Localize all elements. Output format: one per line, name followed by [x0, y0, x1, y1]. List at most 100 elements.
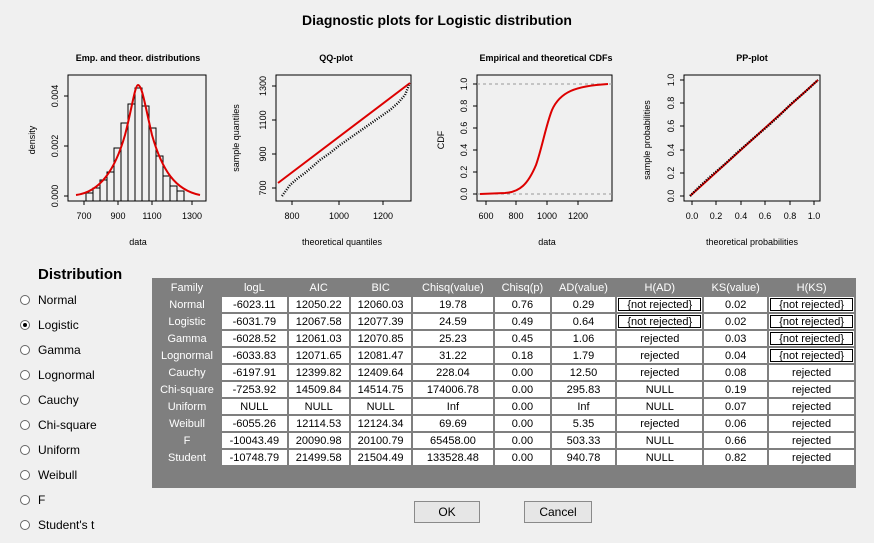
- density-ytick: 0.000: [50, 185, 60, 208]
- density-ytick: 0.004: [50, 85, 60, 108]
- pp-xtick: 0.0: [686, 211, 699, 221]
- cdf-xtick: 600: [478, 211, 493, 221]
- table-cell: 940.78: [551, 450, 616, 465]
- table-cell: 1.06: [551, 331, 616, 346]
- column-header: H(KS): [796, 281, 827, 294]
- qq-plot: 800 1000 1200 700 900 1100 1300 theoreti…: [231, 74, 412, 247]
- table-cell: 0.29: [551, 297, 616, 312]
- plot-title-qq: QQ-plot: [319, 53, 353, 63]
- density-ytick: 0.002: [50, 135, 60, 158]
- pp-ylabel: sample probabilities: [642, 100, 652, 180]
- table-cell: {not rejected}: [769, 314, 854, 329]
- table-cell: 12.50: [551, 365, 616, 380]
- radio-circle-icon: [20, 495, 30, 505]
- cdf-ytick: 0.0: [459, 188, 469, 201]
- table-cell: -10748.79: [222, 450, 287, 465]
- qq-xtick: 1200: [373, 211, 393, 221]
- cancel-button[interactable]: Cancel: [524, 501, 592, 523]
- table-cell: 0.64: [551, 314, 616, 329]
- table-cell: {not rejected}: [617, 314, 703, 329]
- table-cell: NULL: [288, 399, 349, 414]
- pp-ytick: 0.4: [666, 144, 676, 157]
- table-cell: 14509.84: [288, 382, 349, 397]
- table-cell: 12067.58: [288, 314, 349, 329]
- column-header: Family: [170, 281, 204, 294]
- qq-ytick: 1100: [258, 110, 268, 129]
- table-cell: NULL: [350, 399, 411, 414]
- table-row: Cauchy -6197.91 12399.82 12409.64 228.04 0.00…: [154, 365, 854, 380]
- table-cell: 12114.53: [288, 416, 349, 431]
- table-cell: 12399.82: [288, 365, 349, 380]
- qq-ytick: 900: [258, 146, 268, 161]
- table-cell: -6023.11: [222, 297, 287, 312]
- cdf-ytick: 0.2: [459, 166, 469, 179]
- ok-button[interactable]: OK: [414, 501, 480, 523]
- table-cell: 12070.85: [350, 331, 411, 346]
- table-cell: 69.69: [412, 416, 494, 431]
- qq-points: [281, 84, 411, 197]
- radio-label: Student's t: [38, 518, 95, 532]
- radio-uniform[interactable]: Uniform: [20, 441, 80, 459]
- cdf-ytick: 0.6: [459, 122, 469, 135]
- table-row: Student -10748.79 21499.58 21504.49 133528.4…: [154, 450, 854, 465]
- table-cell: -6197.91: [222, 365, 287, 380]
- table-cell: NULL: [617, 450, 703, 465]
- table-cell: Inf: [551, 399, 616, 414]
- table-cell: 0.00: [495, 450, 550, 465]
- radio-label: Weibull: [38, 468, 78, 482]
- pp-points: [689, 79, 819, 197]
- radio-logistic[interactable]: Logistic: [20, 316, 79, 334]
- table-cell: 14514.75: [350, 382, 411, 397]
- density-plot: 700 900 1100 1300 0.000 0.002 0.004 data…: [27, 74, 207, 247]
- table-cell: 0.45: [495, 331, 550, 346]
- table-row: Normal -6023.11 12050.22 12060.03 19.78 0.76 0…: [154, 297, 854, 312]
- pp-ytick: 1.0: [666, 74, 676, 87]
- table-cell: rejected: [617, 365, 703, 380]
- qq-ytick: 1300: [258, 76, 268, 96]
- radio-lognormal[interactable]: Lognormal: [20, 366, 95, 384]
- radio-cauchy[interactable]: Cauchy: [20, 391, 79, 409]
- density-curve: [75, 83, 201, 196]
- cdf-plot: 600 800 1000 1200 0.0 0.2 0.4 0.6 0.8 1.…: [436, 74, 613, 247]
- column-header: KS(value): [711, 281, 760, 294]
- table-cell: {not rejected}: [769, 331, 854, 346]
- table-cell: NULL: [222, 399, 287, 414]
- table-cell: 0.00: [495, 399, 550, 414]
- table-cell: 12061.03: [288, 331, 349, 346]
- table-cell: NULL: [617, 382, 703, 397]
- table-row: Chi-square -7253.92 14509.84 14514.75 174006…: [154, 382, 854, 397]
- cdf-ytick: 1.0: [459, 78, 469, 91]
- radio-normal[interactable]: Normal: [20, 291, 77, 309]
- family-label: F: [183, 434, 191, 447]
- cdf-ytick: 0.4: [459, 144, 469, 157]
- table-cell: -6033.83: [222, 348, 287, 363]
- table-cell: 12060.03: [350, 297, 411, 312]
- radio-circle-icon: [20, 295, 30, 305]
- radio-f[interactable]: F: [20, 491, 45, 509]
- qq-xlabel: theoretical quantiles: [302, 237, 383, 247]
- diagnostic-plots: Emp. and theor. distributions QQ-plot Em…: [27, 53, 821, 247]
- qq-ytick: 700: [258, 180, 268, 195]
- table-cell: rejected: [617, 348, 703, 363]
- table-cell: NULL: [617, 399, 703, 414]
- radio-gamma[interactable]: Gamma: [20, 341, 81, 359]
- table-cell: 0.00: [495, 416, 550, 431]
- table-cell: 5.35: [551, 416, 616, 431]
- column-header: BIC: [371, 281, 390, 294]
- pp-xlabel: theoretical probabilities: [706, 237, 799, 247]
- radio-circle-icon: [20, 345, 30, 355]
- table-cell: 0.08: [704, 365, 768, 380]
- table-row: Lognormal -6033.83 12071.65 12081.47 31.22 0.…: [154, 348, 854, 363]
- radio-chi-square[interactable]: Chi-square: [20, 416, 97, 434]
- radio-students-t[interactable]: Student's t: [20, 516, 94, 534]
- density-xtick: 1300: [182, 211, 202, 221]
- plot-title-pp: PP-plot: [736, 53, 768, 63]
- family-label: Logistic: [168, 315, 206, 328]
- table-cell: rejected: [617, 331, 703, 346]
- table-cell: 0.00: [495, 382, 550, 397]
- table-cell: {not rejected}: [769, 348, 854, 363]
- table-row: Gamma -6028.52 12061.03 12070.85 25.23 0.45 1.…: [154, 331, 854, 346]
- table-cell: 295.83: [551, 382, 616, 397]
- radio-weibull[interactable]: Weibull: [20, 466, 77, 484]
- table-cell: 25.23: [412, 331, 494, 346]
